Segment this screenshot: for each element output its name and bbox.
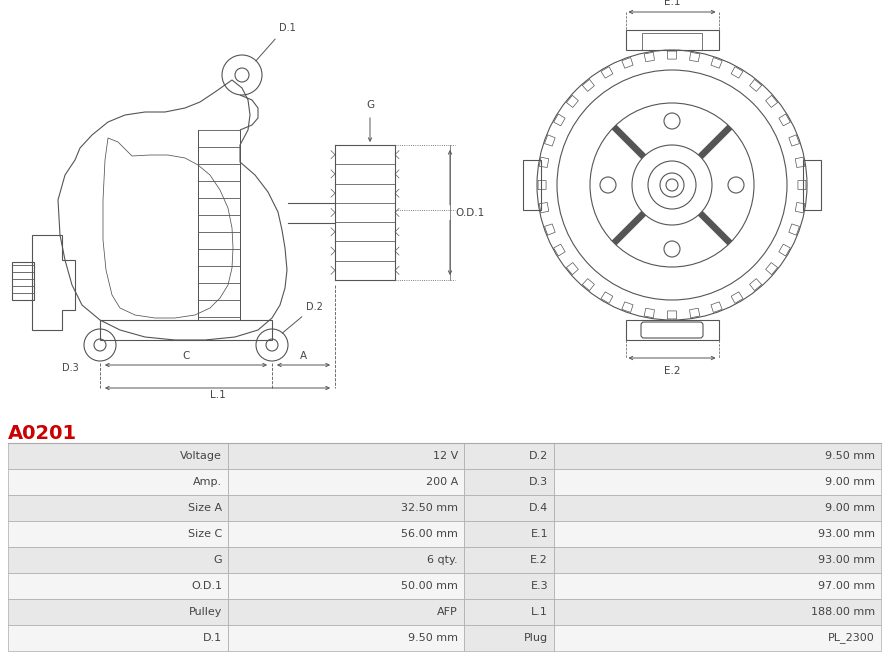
Bar xyxy=(8,625,228,651)
Bar xyxy=(554,443,881,469)
Text: 93.00 mm: 93.00 mm xyxy=(818,529,875,539)
Text: E.1: E.1 xyxy=(531,529,548,539)
Bar xyxy=(464,625,554,651)
Text: 56.00 mm: 56.00 mm xyxy=(401,529,458,539)
Text: Pulley: Pulley xyxy=(188,607,222,617)
Bar xyxy=(228,443,464,469)
Text: 9.00 mm: 9.00 mm xyxy=(825,477,875,487)
Text: 93.00 mm: 93.00 mm xyxy=(818,555,875,565)
Bar xyxy=(228,495,464,521)
Bar xyxy=(464,443,554,469)
Bar xyxy=(464,521,554,547)
Bar xyxy=(8,495,228,521)
Text: O.D.1: O.D.1 xyxy=(191,581,222,591)
Bar xyxy=(228,599,464,625)
Text: Voltage: Voltage xyxy=(180,451,222,461)
Bar xyxy=(228,547,464,573)
Bar xyxy=(554,573,881,599)
Bar xyxy=(554,599,881,625)
Text: Size A: Size A xyxy=(188,503,222,513)
Text: 200 A: 200 A xyxy=(426,477,458,487)
Text: Plug: Plug xyxy=(524,633,548,643)
Bar xyxy=(626,320,718,340)
Bar xyxy=(464,547,554,573)
Text: D.2: D.2 xyxy=(529,451,548,461)
Text: E.3: E.3 xyxy=(531,581,548,591)
Text: D.2: D.2 xyxy=(306,302,323,312)
Text: 97.00 mm: 97.00 mm xyxy=(818,581,875,591)
Text: 50.00 mm: 50.00 mm xyxy=(401,581,458,591)
Bar xyxy=(228,521,464,547)
Text: D.1: D.1 xyxy=(203,633,222,643)
Bar xyxy=(626,30,718,50)
Text: O.D.1: O.D.1 xyxy=(455,207,485,218)
Text: 32.50 mm: 32.50 mm xyxy=(401,503,458,513)
Text: AFP: AFP xyxy=(437,607,458,617)
Text: D.3: D.3 xyxy=(529,477,548,487)
Text: D.3: D.3 xyxy=(62,363,79,373)
Bar xyxy=(8,443,228,469)
Bar xyxy=(8,521,228,547)
Text: PL_2300: PL_2300 xyxy=(829,632,875,644)
Text: Amp.: Amp. xyxy=(193,477,222,487)
Text: 188.00 mm: 188.00 mm xyxy=(811,607,875,617)
Text: Size C: Size C xyxy=(188,529,222,539)
Bar xyxy=(8,573,228,599)
Bar xyxy=(464,469,554,495)
Text: 12 V: 12 V xyxy=(433,451,458,461)
Bar xyxy=(464,573,554,599)
Text: G: G xyxy=(213,555,222,565)
Bar xyxy=(8,547,228,573)
Text: E.2: E.2 xyxy=(530,555,548,565)
Bar xyxy=(554,625,881,651)
Bar xyxy=(464,495,554,521)
Text: E.2: E.2 xyxy=(664,366,680,376)
Text: D.1: D.1 xyxy=(279,23,296,33)
Bar xyxy=(8,469,228,495)
Text: 9.50 mm: 9.50 mm xyxy=(408,633,458,643)
Text: 6 qty.: 6 qty. xyxy=(428,555,458,565)
Bar xyxy=(228,573,464,599)
Bar xyxy=(228,625,464,651)
Bar xyxy=(554,495,881,521)
Text: E.1: E.1 xyxy=(664,0,680,7)
Text: G: G xyxy=(366,100,374,110)
Bar xyxy=(100,320,272,340)
Bar xyxy=(8,599,228,625)
Bar xyxy=(12,262,34,300)
Bar xyxy=(554,547,881,573)
Text: 9.50 mm: 9.50 mm xyxy=(825,451,875,461)
Bar xyxy=(554,469,881,495)
Text: C: C xyxy=(182,351,189,361)
Bar xyxy=(523,160,541,210)
Text: L.1: L.1 xyxy=(531,607,548,617)
Text: 9.00 mm: 9.00 mm xyxy=(825,503,875,513)
Text: L.1: L.1 xyxy=(210,390,226,400)
Bar xyxy=(554,521,881,547)
Text: A0201: A0201 xyxy=(8,424,77,443)
Bar xyxy=(228,469,464,495)
Text: A: A xyxy=(300,351,307,361)
Bar xyxy=(642,33,702,50)
Text: D.4: D.4 xyxy=(529,503,548,513)
Bar xyxy=(803,160,821,210)
Bar xyxy=(464,599,554,625)
